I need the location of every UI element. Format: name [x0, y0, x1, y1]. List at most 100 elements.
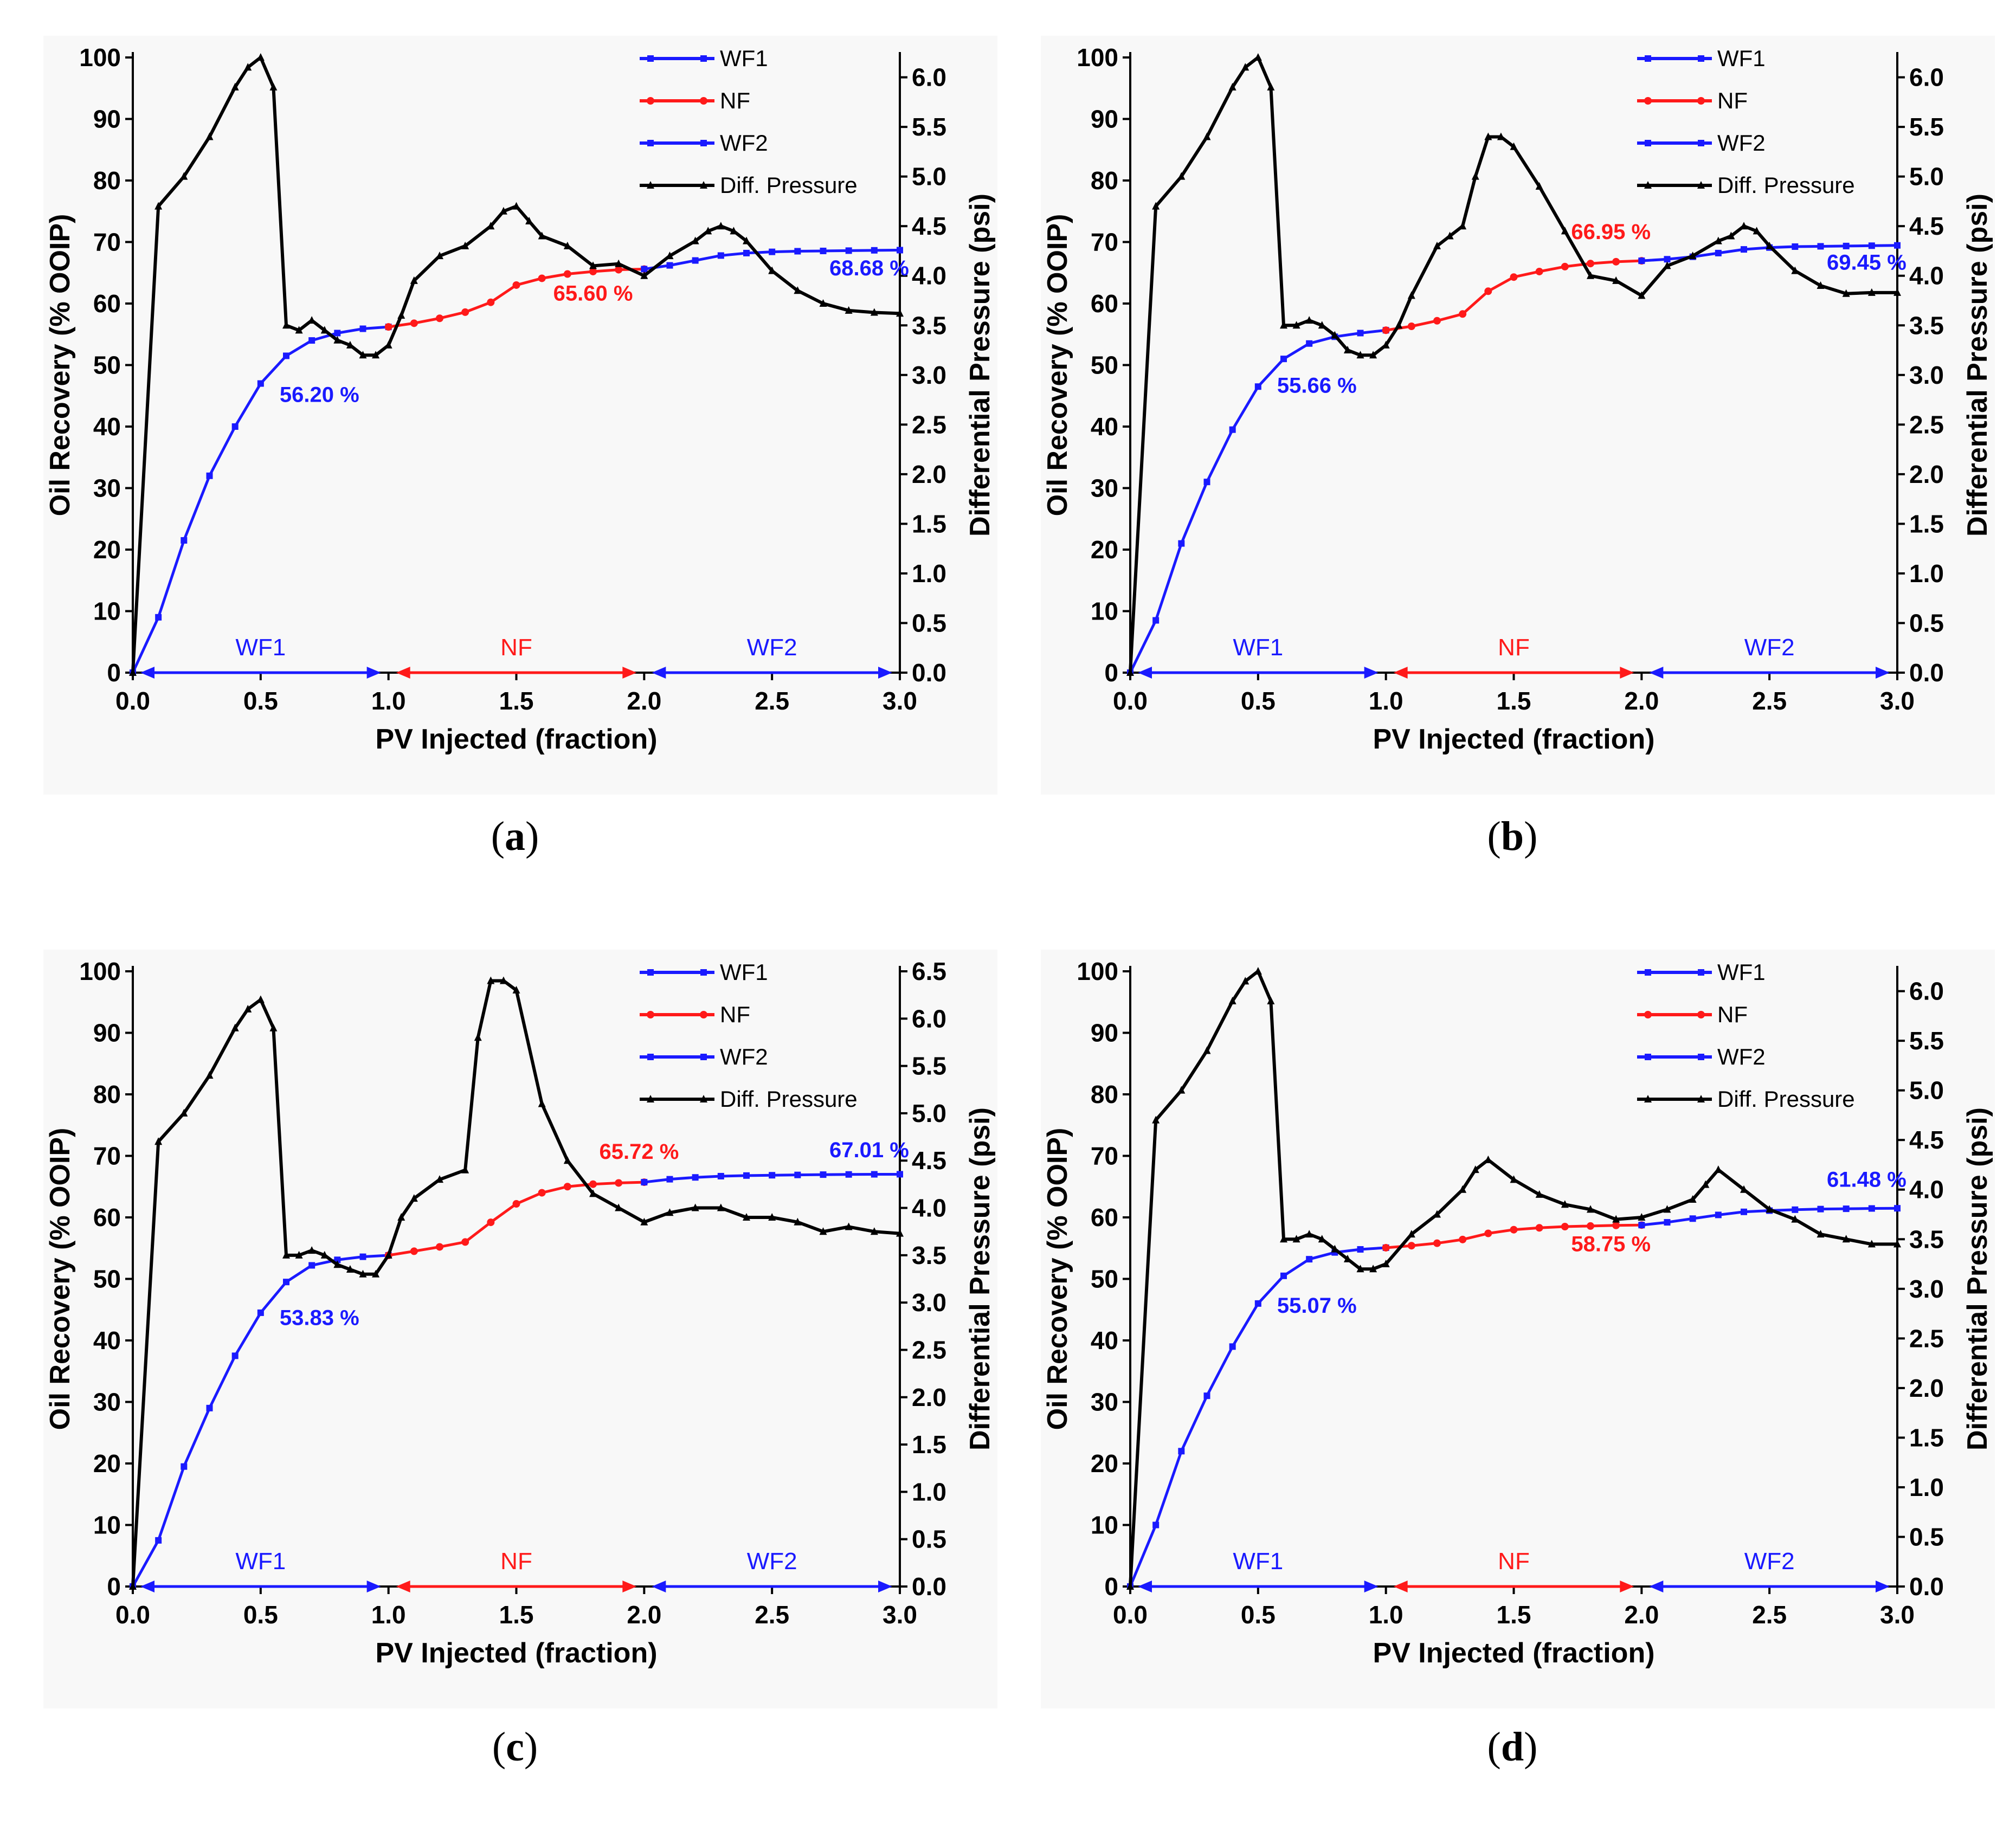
x-tick-label: 0.0 — [115, 1601, 150, 1629]
data-point — [461, 241, 469, 249]
data-point — [1561, 1200, 1569, 1208]
y-tick-label-right: 5.0 — [1909, 1076, 1944, 1105]
data-point — [1280, 1235, 1287, 1243]
data-point — [295, 1250, 303, 1259]
data-point — [320, 326, 329, 334]
data-point — [1241, 63, 1249, 71]
y-tick-label-right: 2.0 — [1909, 460, 1944, 488]
data-point — [1292, 321, 1300, 329]
data-point — [1229, 426, 1236, 433]
legend-label: WF1 — [720, 959, 768, 985]
data-point — [769, 1172, 776, 1179]
data-point — [436, 314, 443, 323]
data-point — [563, 241, 571, 249]
y-tick-label-right: 2.0 — [912, 460, 946, 488]
y-tick-label-right: 2.5 — [1909, 1324, 1944, 1352]
data-point — [819, 1227, 827, 1235]
data-point — [1817, 1205, 1824, 1213]
x-tick-label: 2.0 — [1624, 687, 1659, 715]
data-point — [538, 231, 546, 240]
data-point — [845, 1171, 852, 1178]
y-tick-label-left: 80 — [1091, 166, 1118, 195]
axes: 0.0 0.5 1.0 1.5 2.0 2.5 3.0 0 10 20 30 40 50 60 70 80 90… — [44, 43, 996, 755]
data-point — [1843, 1205, 1850, 1213]
data-point — [1126, 1582, 1134, 1590]
data-point — [870, 308, 878, 316]
legend-swatch-marker — [700, 55, 707, 62]
y-tick-label-right: 3.0 — [912, 1288, 946, 1317]
legend-swatch-marker — [1644, 1011, 1652, 1018]
data-point — [615, 266, 623, 274]
chart-svg: 0.0 0.5 1.0 1.5 2.0 2.5 3.0 0 10 20 30 40 50 60 70 80 90… — [1042, 43, 1993, 755]
phase-arrowhead-left — [396, 667, 410, 679]
phase-arrowhead-right — [366, 667, 381, 679]
data-point — [1433, 1239, 1441, 1247]
data-point — [461, 308, 469, 316]
x-axis-title: PV Injected (fraction) — [375, 724, 657, 755]
data-point — [704, 227, 712, 235]
data-point — [1382, 1260, 1390, 1268]
data-point — [730, 227, 738, 235]
data-point — [1433, 317, 1441, 325]
y-tick-label-right: 5.0 — [912, 163, 946, 191]
data-point — [563, 1156, 571, 1164]
y-tick-label-right: 0.5 — [1909, 1523, 1944, 1551]
data-point — [1471, 1165, 1479, 1173]
data-point — [487, 976, 495, 984]
chart-svg: 0.0 0.5 1.0 1.5 2.0 2.5 3.0 0 10 20 30 40 50 60 70 80 90… — [44, 43, 996, 755]
caption-letter: d — [1500, 1724, 1524, 1770]
data-point — [525, 217, 533, 225]
data-point — [743, 249, 750, 256]
y-tick-label-left: 90 — [1091, 105, 1118, 133]
phase-arrowhead-left — [1649, 1581, 1664, 1592]
data-point — [768, 1213, 776, 1221]
legend: WF1 NF WF2 Diff. Pressure — [640, 959, 858, 1112]
data-point — [129, 1582, 137, 1590]
y-tick-label-left: 60 — [1091, 289, 1118, 318]
data-point — [1638, 1222, 1645, 1229]
data-point — [1369, 351, 1377, 359]
legend-swatch-marker — [1697, 1011, 1705, 1018]
data-point — [1343, 1254, 1351, 1262]
data-point — [1305, 1230, 1313, 1238]
data-point — [1727, 231, 1735, 240]
y-tick-label-right: 5.0 — [1909, 163, 1944, 191]
phase-arrowhead-right — [878, 1581, 892, 1592]
y-tick-label-right: 5.5 — [1909, 1027, 1944, 1055]
phase-arrows: WF1 NF WF2 — [1138, 634, 1890, 679]
y-axis-title-right: Differential Pressure (psi) — [1962, 1107, 1993, 1450]
y-tick-label-left: 70 — [93, 1142, 121, 1170]
data-point — [1792, 243, 1799, 250]
legend-swatch-marker — [700, 1095, 707, 1102]
data-point — [487, 298, 495, 306]
data-point — [1664, 256, 1671, 263]
data-point — [410, 1194, 418, 1202]
data-point — [384, 1250, 392, 1259]
legend-swatch-marker — [647, 55, 654, 62]
phase-arrowhead-right — [1876, 1581, 1890, 1592]
series-wf1 — [130, 324, 392, 676]
phase-arrowhead-left — [396, 1581, 410, 1592]
legend-swatch-marker — [1698, 55, 1704, 62]
phase-arrowhead-left — [1393, 1581, 1408, 1592]
y-tick-label-right: 3.0 — [1909, 361, 1944, 389]
data-point — [257, 1309, 264, 1316]
annotations: 55.07 % 58.75 % 61.48 % — [1277, 1168, 1906, 1318]
x-tick-label: 1.5 — [499, 1601, 534, 1629]
series-diff-pressure — [129, 53, 904, 676]
data-point — [1510, 1226, 1518, 1234]
legend-swatch-marker — [1698, 969, 1704, 976]
data-point — [615, 259, 623, 267]
series-line — [131, 979, 900, 1587]
series-line — [1129, 970, 1897, 1587]
y-tick-label-left: 60 — [93, 1203, 121, 1231]
phase-label: WF2 — [747, 1548, 797, 1575]
y-tick-label-left: 40 — [93, 412, 121, 441]
value-annotation: 66.95 % — [1571, 220, 1651, 244]
data-point — [1894, 1205, 1901, 1212]
data-point — [333, 1260, 342, 1268]
data-point — [257, 380, 264, 387]
data-point — [384, 323, 392, 331]
data-point — [1612, 257, 1620, 266]
caption-letter: a — [505, 814, 525, 859]
